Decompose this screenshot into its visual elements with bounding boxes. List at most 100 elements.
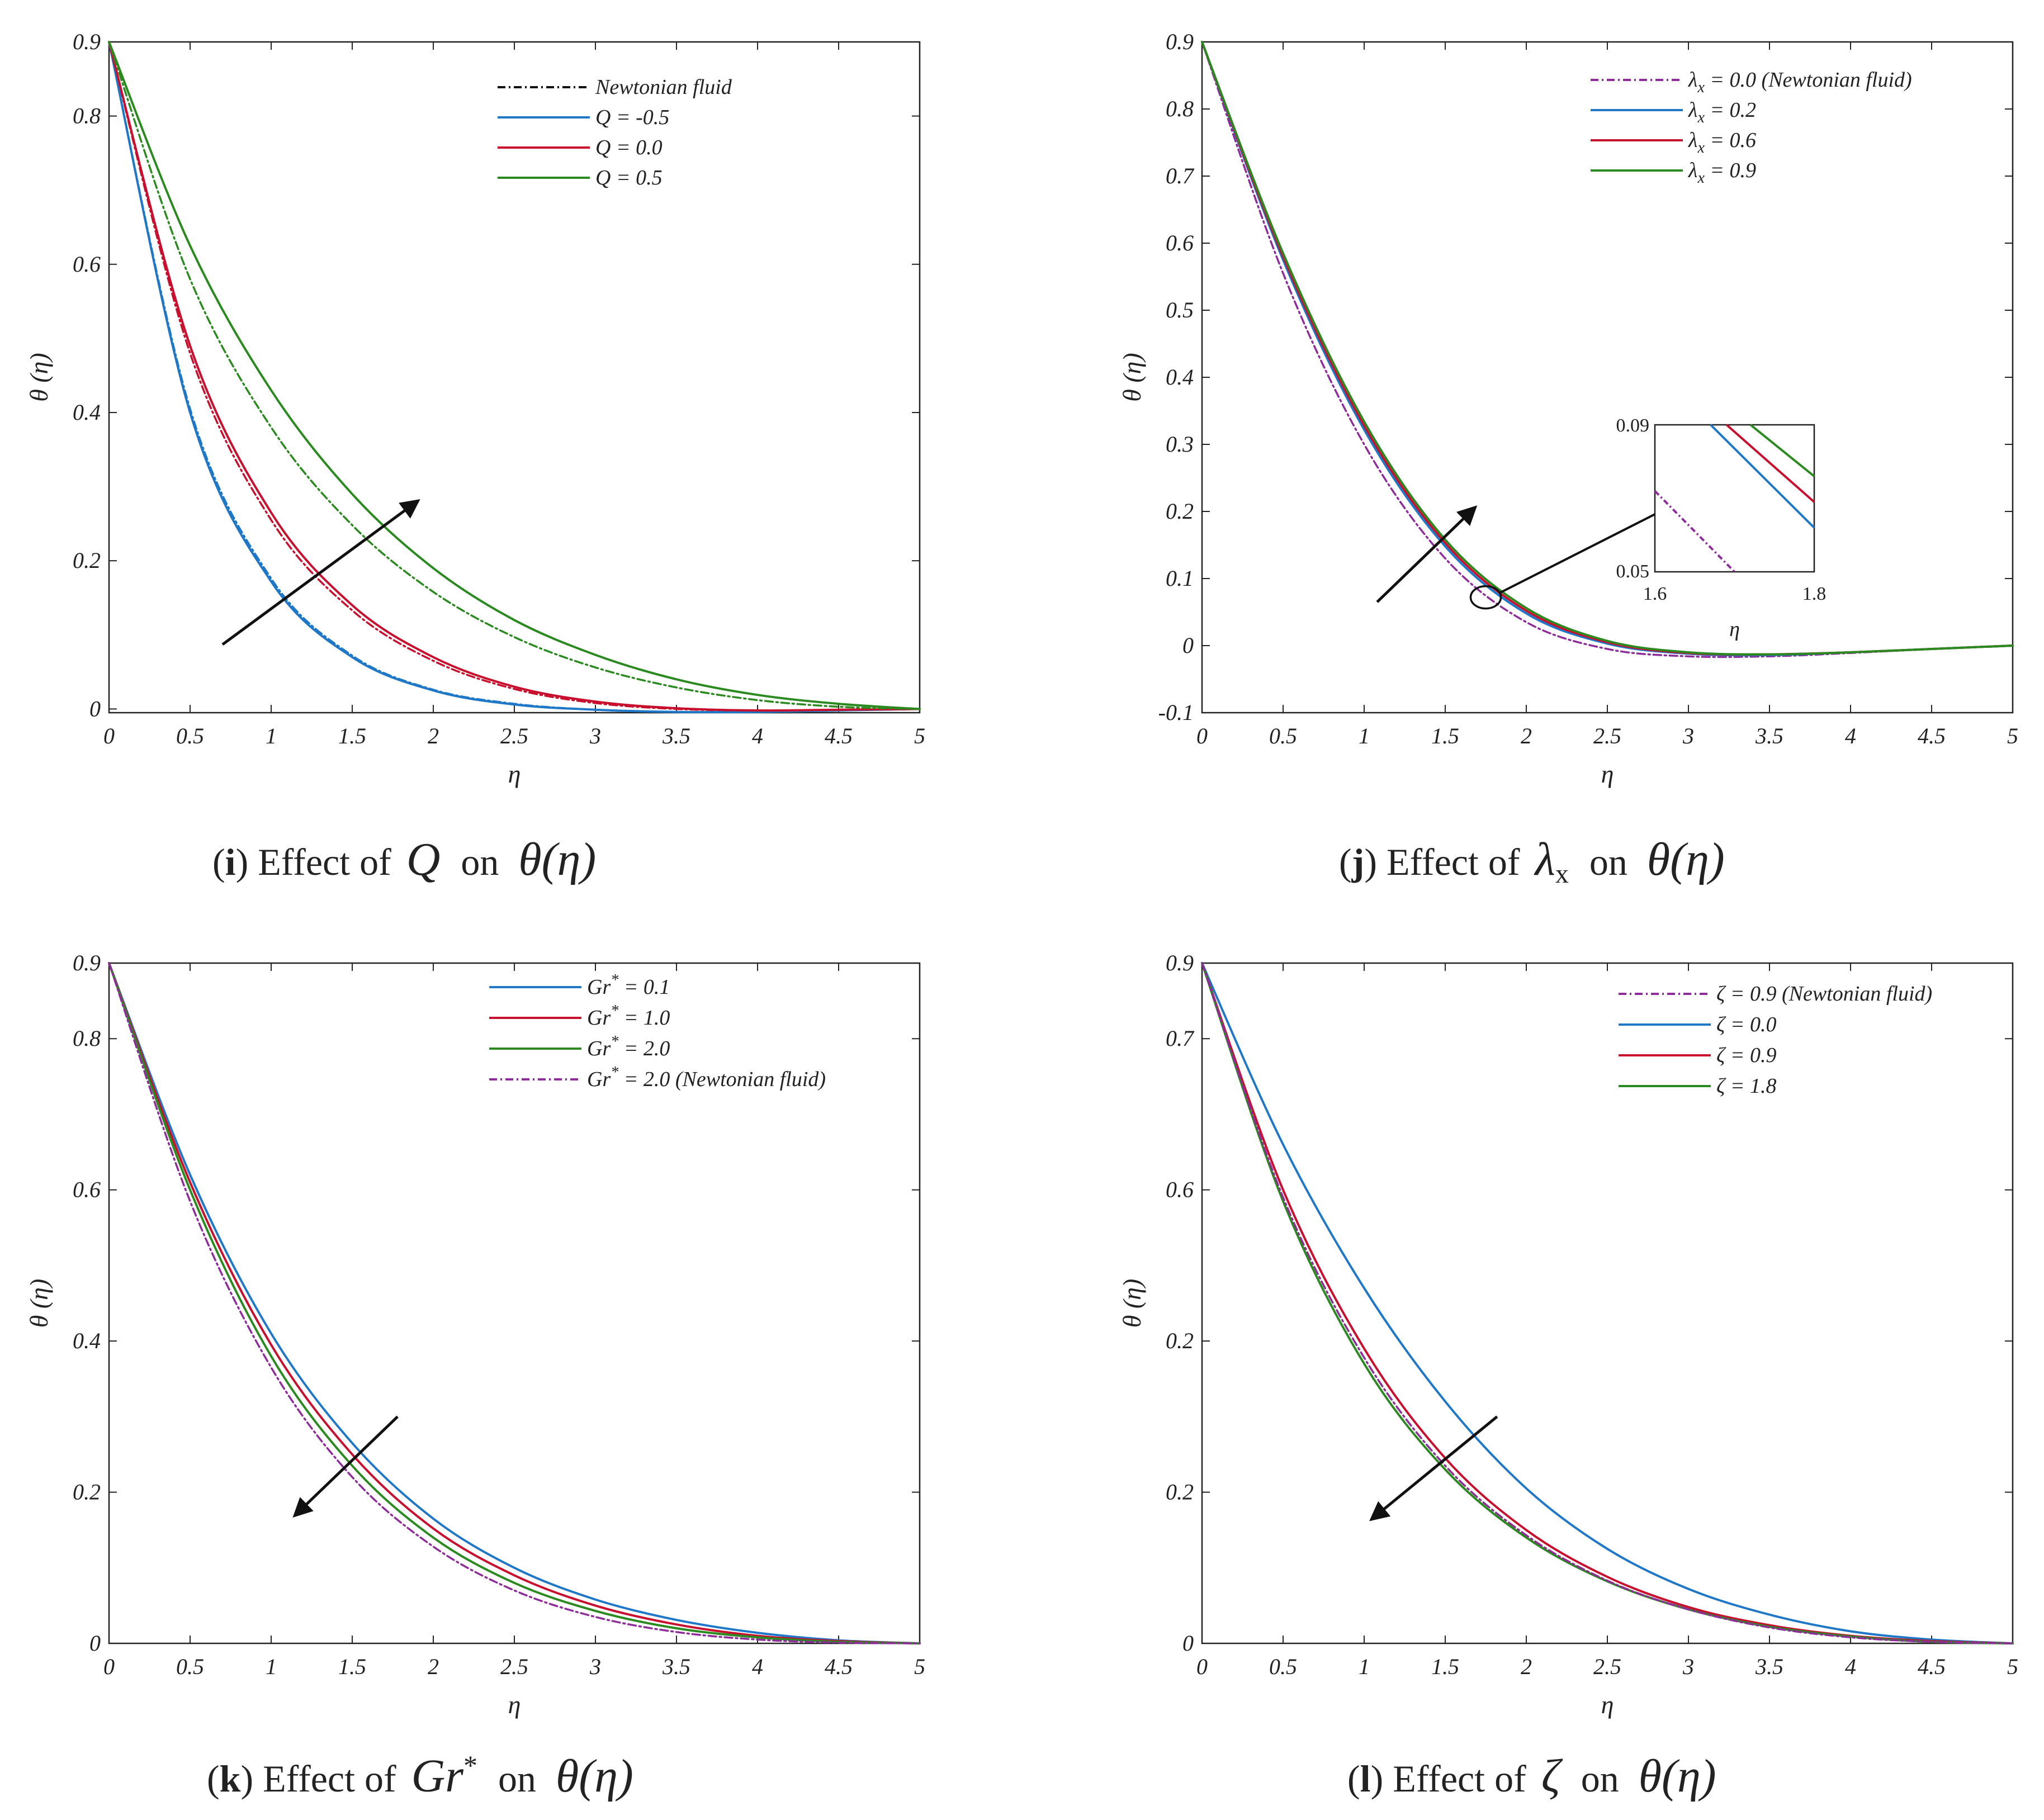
y-tick-label: 0.6 [1166, 230, 1194, 255]
legend-entry: ζ = 0.0 [1716, 1013, 1777, 1036]
legend-sub: x [1697, 169, 1705, 187]
legend-text: Newtonian fluid [595, 75, 732, 99]
y-tick-label: 0.2 [1166, 499, 1194, 524]
series-line-3 [108, 962, 921, 1644]
y-tick-label: 0.2 [73, 1480, 101, 1505]
legend-entry: ζ = 0.9 (Newtonian fluid) [1716, 982, 1932, 1006]
x-tick-label: 0 [103, 1654, 115, 1679]
caption-i: (i) Effect of Q on θ(η) [212, 833, 596, 885]
y-tick-label: 0.6 [73, 1177, 101, 1202]
legend-rest: = 0.0 (Newtonian fluid) [1705, 68, 1912, 92]
y-tick-label: 0.2 [1166, 1328, 1194, 1353]
y-tick-label: 0 [1182, 633, 1194, 658]
x-tick-label: 0.5 [1269, 723, 1297, 748]
y-tick-label: 0.8 [1166, 96, 1194, 121]
legend-rest: = 0.6 [1705, 129, 1756, 152]
legend-entry: Newtonian fluid [595, 75, 732, 99]
x-tick-label: 5 [2007, 723, 2018, 748]
series-line-0 [108, 962, 921, 1644]
legend-sup: * [611, 1064, 618, 1081]
x-tick-label: 3.5 [1755, 723, 1783, 748]
y-tick-label: 0.8 [73, 1026, 101, 1051]
x-tick-label: 0 [1196, 723, 1208, 748]
x-tick-label: 1.5 [338, 723, 366, 748]
y-tick-label: 0 [89, 696, 101, 721]
legend-sub: x [1697, 79, 1705, 96]
y-axis-label: θ (η) [1118, 353, 1146, 402]
legend-entry: λx = 0.0 (Newtonian fluid) [1688, 68, 1912, 96]
x-tick-label: 4 [1845, 1654, 1856, 1679]
zoom-leader-line [1499, 513, 1655, 594]
legend-entry: Gr* = 0.1 [587, 971, 670, 999]
caption-k: (k) Effect of Gr* on θ(η) [207, 1741, 633, 1802]
legend-entry: Q = -0.5 [595, 106, 669, 129]
series-line-0 [108, 41, 921, 714]
legend-symbol: λ [1688, 98, 1697, 122]
x-tick-label: 4 [752, 1654, 763, 1679]
legend-symbol: Gr [587, 1006, 611, 1030]
inset-series-0 [1654, 490, 1735, 573]
series-line-2 [1201, 962, 2014, 1644]
panel-i: 0 0.5 1 1.5 2 2.5 3 3.5 4 4.5 5 0 0.2 0.4 0.6 0.8 0.9 η θ … [25, 29, 925, 885]
y-tick-label: 0.2 [73, 548, 101, 573]
legend-entry: Gr* = 2.0 (Newtonian fluid) [587, 1064, 826, 1091]
legend-symbol: λ [1688, 159, 1697, 182]
caption-l: (l) Effect of ζ on θ(η) [1347, 1750, 1716, 1802]
inset-series-3 [1749, 424, 1815, 477]
legend-rest: = 2.0 [618, 1037, 670, 1060]
x-tick-label: 3.5 [662, 723, 690, 748]
y-tick-label: -0.1 [1158, 700, 1194, 725]
series-line-3 [1201, 962, 2014, 1644]
legend-sup: * [611, 1033, 618, 1050]
x-tick-label: 2.5 [1593, 1654, 1621, 1679]
legend-symbol: Gr [587, 1037, 611, 1060]
series-line-1 [108, 962, 921, 1644]
series-line-3 [1201, 41, 2014, 656]
x-axis-label: η [508, 1690, 521, 1719]
x-tick-label: 4.5 [1918, 1654, 1946, 1679]
inset-series-1 [1710, 424, 1815, 529]
y-tick-label: 0.2 [1166, 1480, 1194, 1505]
legend-text: ζ = 1.8 [1716, 1074, 1777, 1098]
x-tick-label: 3 [1682, 723, 1694, 748]
y-axis-label: θ (η) [25, 1279, 53, 1328]
x-tick-label: 2.5 [1593, 723, 1621, 748]
y-tick-label: 0.5 [1166, 297, 1194, 323]
series-line-0 [1201, 41, 2014, 658]
legend-text: ζ = 0.9 [1716, 1044, 1777, 1067]
series-line-5 [108, 41, 921, 710]
x-tick-label: 3 [589, 723, 601, 748]
y-tick-label: 0.9 [73, 29, 101, 54]
y-tick-label: 0 [89, 1631, 101, 1656]
y-tick-label: 0.4 [73, 1328, 101, 1353]
x-tick-label: 4.5 [1918, 723, 1946, 748]
panel-l: 0 0.5 1 1.5 2 2.5 3 3.5 4 4.5 5 0 0.2 0.2 0.6 0.7 0.9 η θ … [1118, 950, 2018, 1802]
y-tick-label: 0.9 [1166, 950, 1194, 975]
x-tick-label: 0.5 [176, 723, 204, 748]
y-axis-label: θ (η) [25, 353, 53, 402]
legend-entry: λx = 0.9 [1688, 159, 1756, 187]
series-line-3 [108, 41, 921, 712]
series-line-1 [1201, 962, 2014, 1644]
x-tick-label: 2 [428, 723, 439, 748]
plot-k: 0 0.5 1 1.5 2 2.5 3 3.5 4 4.5 5 0 0.2 0.4 0.6 0.8 0.9 η θ … [25, 950, 925, 1719]
legend-text: ζ = 0.0 [1716, 1013, 1777, 1036]
legend-rest: = 2.0 (Newtonian fluid) [618, 1068, 826, 1091]
x-tick-label: 0 [103, 723, 115, 748]
plot-frame [108, 962, 921, 1644]
legend-rest: = 0.2 [1705, 98, 1756, 122]
x-tick-label: 0.5 [1269, 1654, 1297, 1679]
x-tick-label: 4 [1845, 723, 1856, 748]
legend-rest: = 0.9 [1705, 159, 1756, 182]
x-axis-label: η [1601, 760, 1614, 788]
y-tick-label: 0.6 [1166, 1177, 1194, 1202]
trend-arrow [292, 1415, 399, 1518]
x-tick-label: 3.5 [662, 1654, 690, 1679]
y-axis-label: θ (η) [1118, 1279, 1146, 1328]
y-tick-label: 0.8 [73, 103, 101, 129]
series-line-2 [1201, 41, 2014, 656]
inset-y-tick: 0.05 [1616, 561, 1650, 582]
plot-i: 0 0.5 1 1.5 2 2.5 3 3.5 4 4.5 5 0 0.2 0.4 0.6 0.8 0.9 η θ … [25, 29, 925, 788]
x-axis-label: η [1601, 1690, 1614, 1719]
